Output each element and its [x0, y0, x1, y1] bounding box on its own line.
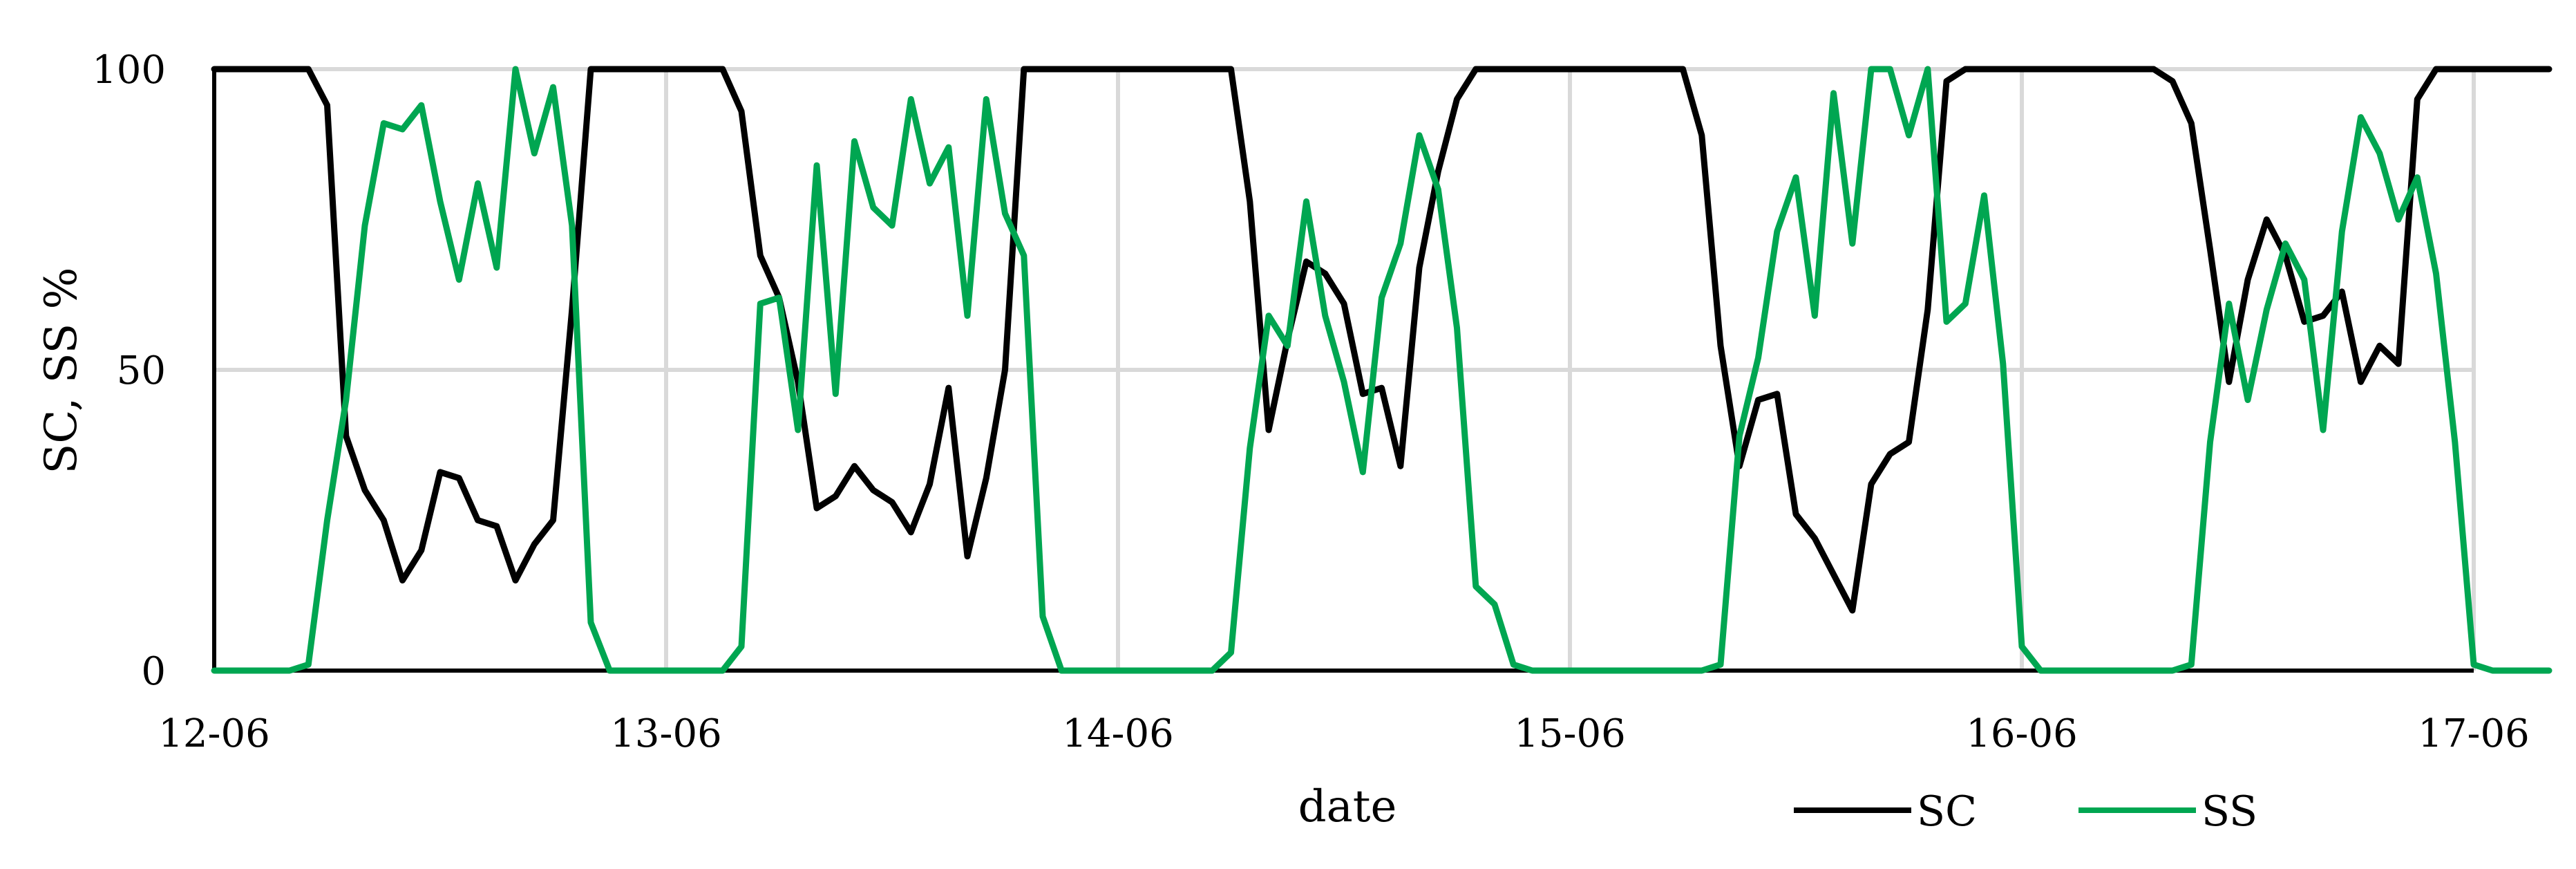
legend-item-sc: SC [1794, 787, 1977, 836]
x-axis-title: date [1298, 781, 1397, 832]
y-axis-title: SC, SS % [36, 268, 87, 474]
series-lines [211, 66, 2553, 674]
x-tick-label: 17-06 [2418, 711, 2529, 756]
x-tick-label: 13-06 [610, 711, 721, 756]
series-line-ss [211, 66, 2553, 674]
legend: SC SS [1794, 787, 2257, 836]
y-tick-label: 100 [92, 48, 166, 93]
y-tick-label: 50 [117, 348, 166, 393]
x-tick-label: 14-06 [1062, 711, 1173, 756]
x-tick-label: 15-06 [1514, 711, 1625, 756]
series-line-sc [211, 66, 2553, 614]
x-tick-labels: 12-06 13-06 14-06 15-06 16-06 17-06 [158, 711, 2529, 756]
x-tick-label: 16-06 [1966, 711, 2077, 756]
legend-item-ss: SS [2078, 787, 2257, 836]
y-tick-label: 0 [141, 649, 166, 694]
y-tick-labels: 0 50 100 [92, 48, 166, 694]
x-tick-label: 12-06 [158, 711, 269, 756]
gridlines [214, 67, 2476, 671]
legend-label-sc: SC [1917, 787, 1977, 836]
legend-label-ss: SS [2201, 787, 2257, 836]
